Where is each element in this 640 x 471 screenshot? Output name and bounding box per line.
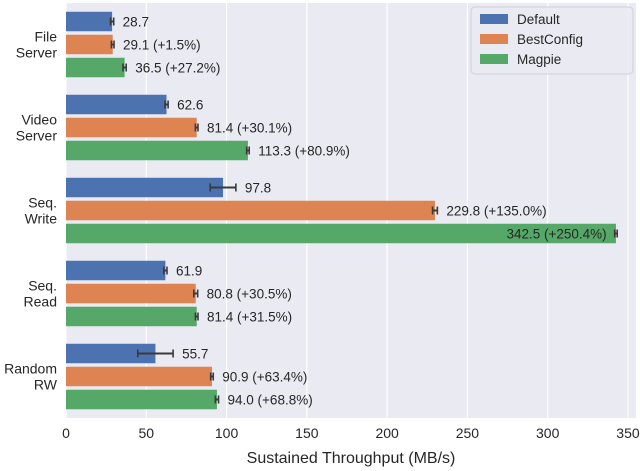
bar-bestconfig <box>66 34 113 55</box>
data-label: 90.9 (+63.4%) <box>222 370 307 385</box>
legend-label: Default <box>517 12 560 27</box>
category-label: Seq. <box>28 195 57 211</box>
legend-swatch-bestconfig <box>480 34 508 44</box>
legend-box <box>470 6 634 75</box>
legend-swatch-magpie <box>480 54 508 64</box>
category-label: Seq. <box>28 278 57 294</box>
category-label: Read <box>24 294 57 310</box>
data-label: 113.3 (+80.9%) <box>258 144 350 159</box>
bar-bestconfig <box>66 283 196 304</box>
data-label: 342.5 (+250.4%) <box>506 227 606 242</box>
bar-bestconfig <box>66 366 212 387</box>
x-tick-label: 300 <box>536 425 560 441</box>
category-label: Server <box>16 128 58 144</box>
bar-magpie <box>66 306 197 327</box>
category-label: Video <box>21 112 57 128</box>
legend-label: Magpie <box>517 52 561 67</box>
bar-default <box>66 177 224 198</box>
bar-default <box>66 94 167 115</box>
x-tick-label: 350 <box>616 425 640 441</box>
x-axis-label: Sustained Throughput (MB/s) <box>247 450 456 467</box>
category-label: Write <box>25 211 58 227</box>
category-label: RW <box>34 377 58 393</box>
legend-swatch-default <box>480 14 508 24</box>
data-label: 80.8 (+30.5%) <box>207 287 292 302</box>
data-label: 94.0 (+68.8%) <box>228 393 313 408</box>
bar-bestconfig <box>66 200 435 221</box>
bar-magpie <box>66 140 248 161</box>
x-tick-label: 50 <box>138 425 154 441</box>
x-tick-label: 250 <box>456 425 480 441</box>
data-label: 29.1 (+1.5%) <box>123 38 201 53</box>
bar-magpie <box>66 223 616 244</box>
bar-default <box>66 260 166 281</box>
data-label: 81.4 (+30.1%) <box>207 121 292 136</box>
data-label: 62.6 <box>177 98 203 113</box>
data-label: 97.8 <box>245 181 271 196</box>
legend-label: BestConfig <box>517 32 583 47</box>
category-label: Server <box>16 45 58 61</box>
bar-magpie <box>66 57 125 78</box>
bar-default <box>66 11 113 32</box>
data-label: 55.7 <box>182 347 208 362</box>
data-label: 36.5 (+27.2%) <box>135 61 220 76</box>
data-label: 229.8 (+135.0%) <box>446 204 546 219</box>
category-label: Random <box>4 361 57 377</box>
bar-bestconfig <box>66 117 197 138</box>
x-tick-label: 100 <box>215 425 239 441</box>
data-label: 28.7 <box>123 15 149 30</box>
bar-magpie <box>66 389 217 410</box>
bar-default <box>66 343 156 364</box>
category-label: File <box>34 29 57 45</box>
data-label: 61.9 <box>176 264 202 279</box>
x-tick-label: 150 <box>295 425 319 441</box>
data-label: 81.4 (+31.5%) <box>207 310 292 325</box>
x-tick-label: 200 <box>375 425 399 441</box>
x-tick-label: 0 <box>62 425 70 441</box>
